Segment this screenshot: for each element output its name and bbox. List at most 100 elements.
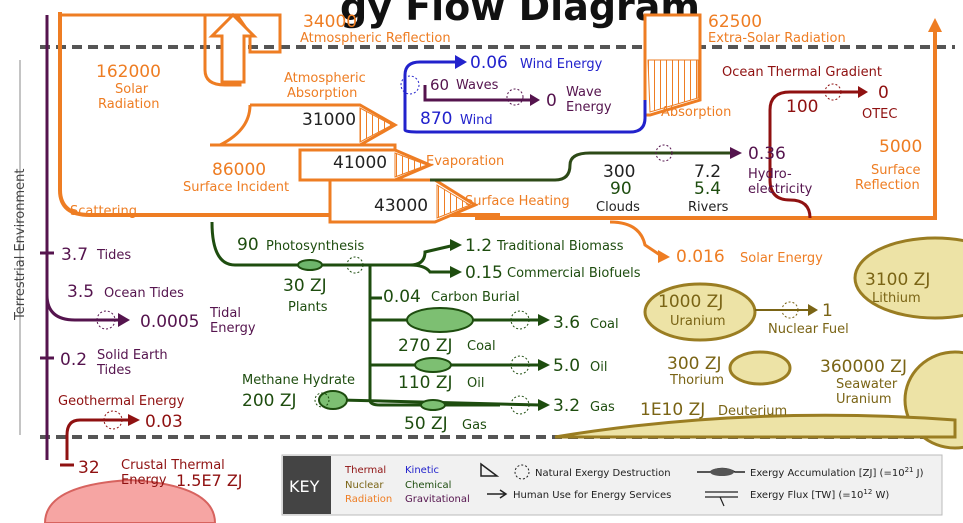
tidal-label-1: Tidal (209, 306, 241, 321)
hydro-flow (430, 151, 730, 182)
legend-chemical: Chemical (405, 480, 451, 491)
lithium-value: 3100 ZJ (865, 270, 930, 290)
ocean-thermal-label: Ocean Thermal Gradient (722, 65, 882, 80)
waves-label: Waves (456, 78, 499, 93)
solar-value: 162000 (96, 62, 161, 82)
flux-icon (705, 491, 738, 507)
title-partial: gy Flow Diagram (340, 0, 700, 29)
seawater-label-2: Uranium (836, 392, 892, 407)
extra-solar-hatch (647, 59, 699, 113)
radiation-flows (58, 12, 942, 263)
nuclear-resources (554, 236, 963, 450)
rivers-value-2: 5.4 (694, 179, 721, 199)
wave-energy-label-2: Energy (566, 100, 612, 115)
geothermal-flow (65, 418, 130, 460)
atm-absorption-value: 31000 (302, 110, 356, 130)
destruction-symbol-icon (480, 462, 500, 477)
solar-energy-flow (609, 220, 661, 257)
uranium-stock (643, 282, 757, 342)
hydro-value: 0.36 (748, 144, 786, 164)
tidal-value: 0.0005 (140, 312, 199, 332)
tides-label: Tides (96, 248, 131, 263)
solid-earth-value: 0.2 (60, 350, 87, 370)
terrestrial-label: Terrestrial Environment (13, 169, 28, 321)
ocean-tides-label: Ocean Tides (104, 286, 184, 301)
surface-reflection-label-2: Reflection (855, 178, 920, 193)
nuclear-fuel-value: 1 (822, 301, 833, 321)
photosynthesis-label: Photosynthesis (266, 239, 365, 254)
crustal-stock: 1.5E7 ZJ (176, 471, 243, 490)
solar-energy-value: 0.016 (676, 247, 725, 267)
absorption-label: Absorption (661, 105, 731, 120)
gravitational-flows (40, 15, 742, 460)
wind-loop (403, 60, 455, 118)
chemical-flows (210, 221, 550, 415)
coal-value: 3.6 (553, 313, 580, 333)
solid-earth-label-1: Solid Earth (97, 348, 168, 363)
legend-nuclear: Nuclear (345, 480, 384, 491)
legend-kinetic: Kinetic (405, 465, 439, 476)
evaporation-hatch (394, 152, 429, 178)
traditional-value: 1.2 (465, 236, 492, 256)
nuclear-fuel-label: Nuclear Fuel (768, 322, 849, 337)
thorium-value: 300 ZJ (667, 354, 722, 374)
scattering-label: Scattering (70, 204, 137, 219)
legend-thermal: Thermal (344, 465, 386, 476)
seawater-label-1: Seawater (836, 377, 898, 392)
uranium-value: 1000 ZJ (658, 292, 723, 312)
tidal-label-2: Energy (210, 321, 256, 336)
wind-label: Wind (460, 113, 493, 128)
hydro-label-1: Hydro- (748, 167, 792, 182)
evaporation-value: 41000 (333, 153, 387, 173)
surface-incident-value: 86000 (212, 160, 266, 180)
otec-label: OTEC (862, 107, 897, 122)
solid-earth-label-2: Tides (96, 363, 131, 378)
surface-heating-hatch (436, 184, 472, 219)
wave-energy-label-1: Wave (566, 85, 602, 100)
ocean-thermal-flow (768, 90, 860, 219)
carbon-burial-value: 0.04 (383, 287, 421, 307)
legend-gravitational: Gravitational (405, 494, 470, 505)
commercial-label: Commercial Biofuels (507, 266, 641, 281)
wind-energy-value: 0.06 (470, 53, 508, 73)
atmospheric-reflection-arrow (208, 12, 258, 84)
crustal-label-1: Crustal Thermal (121, 458, 225, 473)
coal-stock-label: Coal (467, 339, 496, 354)
carbon-burial-label: Carbon Burial (431, 290, 520, 305)
clouds-label: Clouds (596, 200, 640, 215)
surface-reflection-flow (475, 30, 937, 220)
traditional-label: Traditional Biomass (496, 239, 624, 254)
geothermal-value: 0.03 (145, 412, 183, 432)
nuclear-fuel-arrow (808, 304, 818, 316)
legend-box: KEY Thermal Kinetic Nuclear Chemical Rad… (281, 454, 943, 516)
deuterium-label: Deuterium (718, 404, 787, 419)
ocean-tides-value: 3.5 (67, 282, 94, 302)
labels: 34000 Atmospheric Reflection 62500 Extra… (58, 12, 930, 490)
kinetic-flows (400, 55, 647, 134)
deuterium-value: 1E10 ZJ (640, 400, 705, 420)
gas-value: 3.2 (553, 396, 580, 416)
tides-value: 3.7 (61, 245, 88, 265)
commercial-value: 0.15 (465, 263, 503, 283)
atm-absorption-label-2: Absorption (287, 86, 357, 101)
atm-absorption-hatch (359, 107, 394, 143)
thorium-stock (728, 350, 792, 386)
gas-label: Gas (590, 400, 615, 415)
oil-label: Oil (590, 360, 607, 375)
crustal-value: 32 (78, 458, 100, 478)
gas-stock: 50 ZJ (404, 414, 448, 434)
solar-label-2: Radiation (98, 97, 159, 112)
wind-value: 870 (420, 109, 452, 129)
rivers-label: Rivers (688, 200, 729, 215)
destruction-circle-icon (514, 464, 530, 480)
thermal-flows (60, 83, 868, 467)
surface-reflection-label-1: Surface (871, 163, 921, 178)
surface-reflection-value: 5000 (879, 137, 922, 157)
gas-stock-label: Gas (462, 418, 487, 433)
legend-title-box (283, 456, 331, 514)
legend-accumulation: Exergy Accumulation [ZJ] (=1021 J) (750, 466, 924, 479)
surface-heating-value: 43000 (374, 196, 428, 216)
crustal-label-2: Energy (121, 473, 167, 488)
rivers-value-1: 7.2 (694, 162, 721, 182)
